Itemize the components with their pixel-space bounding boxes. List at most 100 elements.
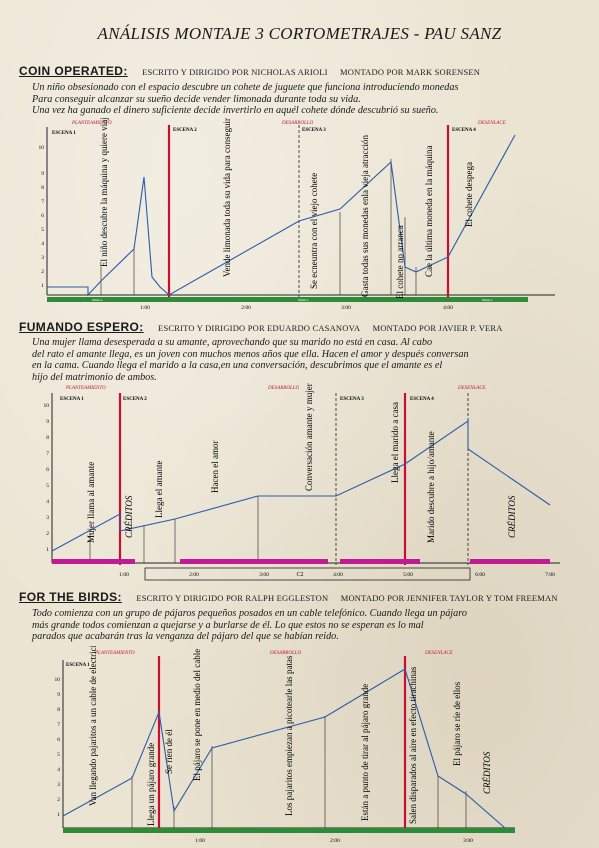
film-synopsis: Un niño obsesionado con el espacio descu… xyxy=(32,82,572,117)
annotation: Hacen el amor xyxy=(210,441,220,493)
film-synopsis: Todo comienza con un grupo de pájaros pe… xyxy=(32,608,572,643)
act-label: PLANTEAMIENTO xyxy=(94,651,135,656)
credits-bar xyxy=(180,559,328,564)
y-tick: 6 xyxy=(57,737,60,743)
y-tick-labels: 1 2 3 4 5 6 7 8 9 10 xyxy=(44,403,50,553)
annotations: Mujer llama al amante CRÉDITOS Llega el … xyxy=(86,383,517,543)
y-tick: 10 xyxy=(55,677,61,683)
y-tick: 5 xyxy=(41,227,44,233)
annotation: El niño descubre la máquina y quiere via… xyxy=(99,117,109,267)
synopsis-line: más grande todos comienzan a quejarse y … xyxy=(32,619,424,631)
scene-labels: ESCENA 1 ESCENA 2 ESCENA 3 ESCENA 4 xyxy=(52,128,476,136)
annotation: Se ríen de él xyxy=(164,729,174,774)
annotation: Conversación amante y mujer xyxy=(304,383,314,491)
y-tick: 8 xyxy=(41,185,44,191)
film-title: FUMANDO ESPERO: xyxy=(19,320,144,334)
x-tick-labels: 1:00 2:00 3:00 4:00 xyxy=(140,305,453,311)
film-director: ESCRITO Y DIRIGIDO POR NICHOLAS ARIOLI xyxy=(142,67,328,77)
x-tick: 4:00 xyxy=(333,572,343,578)
act-labels: PLANTEAMIENTO DESARROLLO DESENLACE xyxy=(71,121,506,126)
x-tick: 3:00 xyxy=(463,838,473,844)
x-tick-labels: 1:00 2:00 3:00 4:00 5:00 6:00 7:00 xyxy=(119,572,555,578)
synopsis-line: Todo comienza con un grupo de pájaros pe… xyxy=(32,608,467,619)
y-tick: 10 xyxy=(44,403,50,409)
y-tick: 6 xyxy=(46,467,49,473)
x-tick: 6:00 xyxy=(475,572,485,578)
annotation: Llega un pájaro grande xyxy=(146,743,156,826)
film-header-fumando-espero: FUMANDO ESPERO: ESCRITO Y DIRIGIDO POR E… xyxy=(19,320,503,336)
y-tick: 9 xyxy=(41,171,44,177)
film-title: COIN OPERATED: xyxy=(19,64,128,78)
synopsis-line: hijo del matrimonio de ambos. xyxy=(32,371,157,383)
y-tick: 1 xyxy=(41,283,44,289)
y-tick: 6 xyxy=(41,213,44,219)
credits-annotation: CRÉDITOS xyxy=(482,751,492,794)
annotation: Llega el marido a casa xyxy=(390,402,400,483)
x-tick: 2:00 xyxy=(330,838,340,844)
y-tick: 10 xyxy=(39,145,45,151)
tension-curve xyxy=(51,419,551,552)
bar-labels: Música Música Música xyxy=(92,298,493,302)
synopsis-line: Un niño obsesionado con el espacio descu… xyxy=(32,82,459,93)
music-bar xyxy=(169,297,448,302)
scene-label: ESCENA 3 xyxy=(302,128,326,133)
y-tick-labels: 1 2 3 4 5 6 7 8 9 10 xyxy=(55,677,61,818)
y-tick-labels: 1 2 3 4 5 6 7 8 9 10 xyxy=(39,145,45,289)
film-editor: MONTADO POR JENNIFER TAYLOR Y TOM FREEMA… xyxy=(340,593,558,603)
y-tick: 1 xyxy=(46,547,49,553)
annotation: Están a punto de tirar al pájaro grande xyxy=(360,684,370,821)
x-tick: 7:00 xyxy=(545,572,555,578)
bar-label: Música xyxy=(92,298,103,302)
x-tick: 3:00 xyxy=(259,572,269,578)
scene-label: ESCENA 1 xyxy=(66,663,90,668)
y-tick: 2 xyxy=(57,797,60,803)
synopsis-line: Una mujer llama desesperada a su amante,… xyxy=(32,337,433,348)
annotation: El cohete no arranca xyxy=(395,225,405,299)
act-label: DESENLACE xyxy=(457,386,486,391)
annotations: Van llegando pajaritos a un cable de ele… xyxy=(88,646,492,826)
annotation: El pájaro se pone en medio del cable xyxy=(192,649,202,781)
y-tick: 3 xyxy=(46,515,49,521)
synopsis-line: del rato el amante llega, es un joven co… xyxy=(32,348,469,360)
credits-bar xyxy=(340,559,420,564)
x-tick: 2:00 xyxy=(189,572,199,578)
scene-label: ESCENA 4 xyxy=(410,397,434,402)
act-labels: PLANTEAMIENTO DESARROLLO DESENLACE xyxy=(94,651,453,656)
film-director: ESCRITO Y DIRIGIDO POR RALPH EGGLESTON xyxy=(136,593,329,603)
annotation: Los pajaritos empiezan a picotearle las … xyxy=(284,655,294,816)
x-tick: 4:00 xyxy=(443,305,453,311)
annotation: Se ecneuntra con el viejo cohete xyxy=(309,173,319,289)
c2-bracket xyxy=(144,567,471,581)
tension-curve xyxy=(62,668,506,829)
credits-annotation: CRÉDITOS xyxy=(124,495,134,538)
annotation: Gasta todas sus monedas enla vieja atrac… xyxy=(360,135,370,297)
annotation: Van llegando pajaritos a un cable de ele… xyxy=(88,646,98,806)
c2-label: C2 xyxy=(296,572,303,578)
film-editor: MONTADO POR MARK SORENSEN xyxy=(340,67,481,77)
y-tick: 7 xyxy=(46,451,49,457)
act-label: DESARROLLO xyxy=(281,121,314,126)
credits-bar xyxy=(120,559,135,564)
music-bar xyxy=(63,828,515,833)
film-header-coin-operated: COIN OPERATED: ESCRITO Y DIRIGIDO POR NI… xyxy=(19,64,480,80)
synopsis-line: Una vez ha ganado el dinero suficiente d… xyxy=(32,105,439,116)
act-label: PLANTEAMIENTO xyxy=(65,386,106,391)
film-header-for-the-birds: FOR THE BIRDS: ESCRITO Y DIRIGIDO POR RA… xyxy=(19,590,558,606)
synopsis-line: parados que acabarán tras la venganza de… xyxy=(32,631,339,642)
y-tick: 8 xyxy=(46,435,49,441)
annotation: El cohete despega xyxy=(464,162,474,227)
y-tick: 8 xyxy=(57,707,60,713)
y-tick: 2 xyxy=(41,269,44,275)
credits-bar xyxy=(52,559,120,564)
film-director: ESCRITO Y DIRIGIDO POR EDUARDO CASANOVA xyxy=(158,323,361,333)
y-tick: 7 xyxy=(57,722,60,728)
y-tick: 4 xyxy=(46,499,49,505)
annotation: Vende limonada toda su vida para consegu… xyxy=(222,117,232,277)
credits-bar xyxy=(470,559,550,564)
x-tick: 2:00 xyxy=(241,305,251,311)
y-tick: 5 xyxy=(46,483,49,489)
x-tick: 5:00 xyxy=(403,572,413,578)
y-tick: 3 xyxy=(41,255,44,261)
bar-label: Música xyxy=(298,298,309,302)
